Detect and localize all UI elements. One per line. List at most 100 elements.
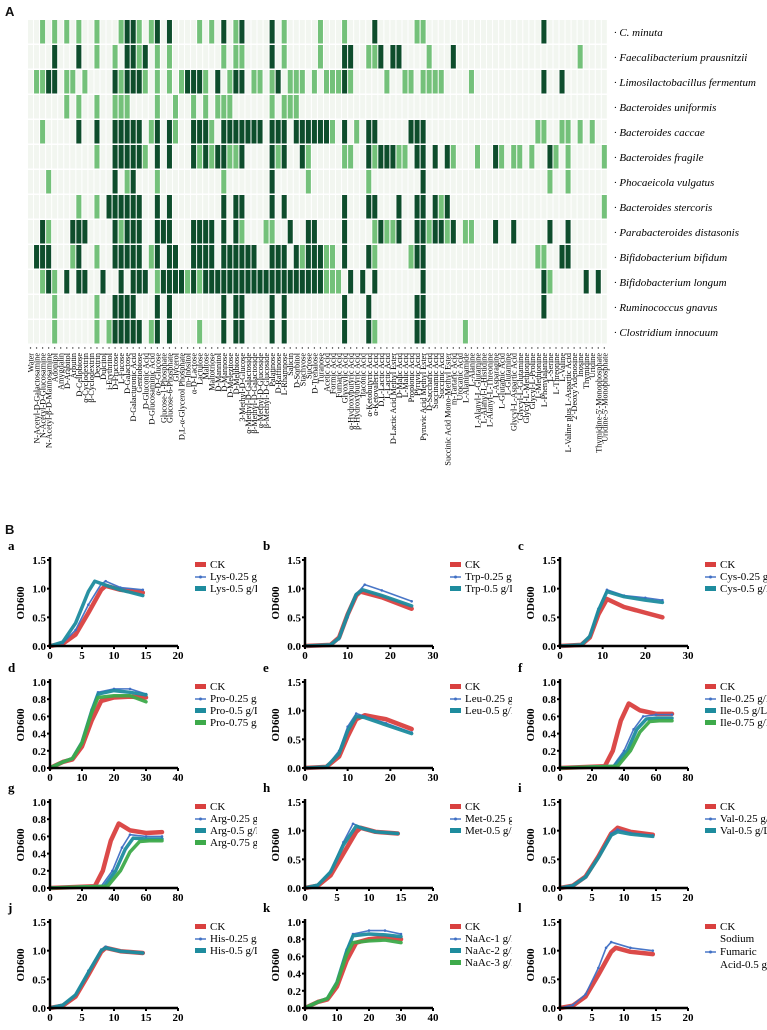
heatmap-cell	[390, 295, 396, 319]
series-line-cys-0-5-g-l	[558, 589, 665, 648]
column-label: Stachyose	[298, 353, 307, 387]
x-tick-label: 80	[173, 892, 185, 904]
column-label: Acetic Acid	[322, 353, 331, 392]
heatmap-cell	[487, 295, 493, 319]
heatmap-cell	[426, 70, 432, 94]
heatmap-cell	[553, 45, 559, 69]
heatmap-cell	[154, 95, 160, 119]
heatmap-cell	[553, 170, 559, 194]
column-label: i-Erythritol	[105, 352, 114, 390]
heatmap-cell	[40, 145, 46, 169]
heatmap-cell	[553, 245, 559, 269]
heatmap-cell	[191, 270, 197, 294]
heatmap-cell	[462, 220, 468, 244]
heatmap-cell	[299, 245, 305, 269]
heatmap-cell	[601, 20, 607, 44]
heatmap-cell	[323, 45, 329, 69]
heatmap-cell	[414, 20, 420, 44]
heatmap-cell	[474, 245, 480, 269]
heatmap-cell	[601, 120, 607, 144]
heatmap-cell	[468, 95, 474, 119]
heatmap-cell	[148, 120, 154, 144]
heatmap-cell	[450, 320, 456, 344]
y-tick-label: 1.5	[32, 555, 46, 567]
heatmap-cell	[94, 170, 100, 194]
heatmap-cell	[553, 20, 559, 44]
legend-swatch	[450, 684, 461, 689]
heatmap-cell	[203, 220, 209, 244]
heatmap-cell	[493, 120, 499, 144]
heatmap-cell	[52, 295, 58, 319]
heatmap-cell	[281, 170, 287, 194]
heatmap-cell	[348, 120, 354, 144]
heatmap-cell	[559, 270, 565, 294]
chart-svg: e0.00.51.01.50102030Time (h)OD600CKLeu-0…	[263, 660, 523, 797]
heatmap-cell	[589, 245, 595, 269]
heatmap-cell	[118, 220, 124, 244]
organism-label: · Phocaeicola vulgatus	[614, 177, 715, 189]
y-tick-label: 0.0	[287, 763, 301, 775]
heatmap-cell	[227, 145, 233, 169]
heatmap-cell	[565, 245, 571, 269]
heatmap-cell	[28, 320, 34, 344]
heatmap-cell	[70, 45, 76, 69]
heatmap-cell	[166, 170, 172, 194]
heatmap-cell	[577, 95, 583, 119]
heatmap-cell	[354, 20, 360, 44]
heatmap-cell	[64, 220, 70, 244]
heatmap-cell	[221, 95, 227, 119]
heatmap-cell	[269, 95, 275, 119]
heatmap-cell	[257, 295, 263, 319]
column-label: Glycyl-L-Methionine	[522, 353, 531, 424]
heatmap-cell	[191, 170, 197, 194]
heatmap-cell	[281, 245, 287, 269]
heatmap-cell	[118, 145, 124, 169]
heatmap-cell	[414, 145, 420, 169]
column-tick	[84, 347, 86, 349]
column-tick	[66, 347, 68, 349]
heatmap-cell	[311, 320, 317, 344]
heatmap-cell	[203, 320, 209, 344]
legend-swatch	[195, 804, 206, 809]
x-tick-label: 80	[683, 772, 695, 784]
heatmap-cell	[311, 170, 317, 194]
data-point	[380, 589, 384, 592]
heatmap-cell	[245, 145, 251, 169]
heatmap-cell	[408, 195, 414, 219]
column-tick	[90, 347, 92, 349]
heatmap-cell	[209, 145, 215, 169]
heatmap-cell	[354, 195, 360, 219]
heatmap-cell	[414, 95, 420, 119]
heatmap-cell	[535, 70, 541, 94]
heatmap-cell	[511, 220, 517, 244]
legend-label: Arg-0.75 g/L	[210, 837, 257, 849]
y-tick-label: 0.2	[32, 746, 46, 758]
heatmap-cell	[372, 270, 378, 294]
heatmap-cell	[481, 195, 487, 219]
heatmap-cell	[378, 295, 384, 319]
heatmap-cell	[52, 270, 58, 294]
heatmap-cell	[40, 295, 46, 319]
heatmap-cell	[203, 145, 209, 169]
heatmap-cell	[462, 195, 468, 219]
heatmap-cell	[487, 145, 493, 169]
heatmap-cell	[517, 245, 523, 269]
heatmap-cell	[462, 45, 468, 69]
y-tick-label: 1.0	[287, 826, 301, 838]
heatmap-cell	[468, 145, 474, 169]
x-tick-label: 0	[47, 772, 53, 784]
y-tick-label: 1.5	[287, 797, 301, 809]
heatmap-cell	[499, 20, 505, 44]
heatmap-cell	[215, 320, 221, 344]
heatmap-cell	[179, 20, 185, 44]
heatmap-cell	[571, 270, 577, 294]
heatmap-cell	[529, 220, 535, 244]
y-axis-label: OD600	[15, 708, 27, 742]
heatmap-cell	[166, 70, 172, 94]
heatmap-cell	[58, 220, 64, 244]
heatmap-cell	[444, 270, 450, 294]
x-tick-label: 10	[109, 1012, 121, 1024]
column-tick	[513, 347, 515, 349]
heatmap-cell	[360, 95, 366, 119]
y-axis-label: OD600	[15, 828, 27, 862]
